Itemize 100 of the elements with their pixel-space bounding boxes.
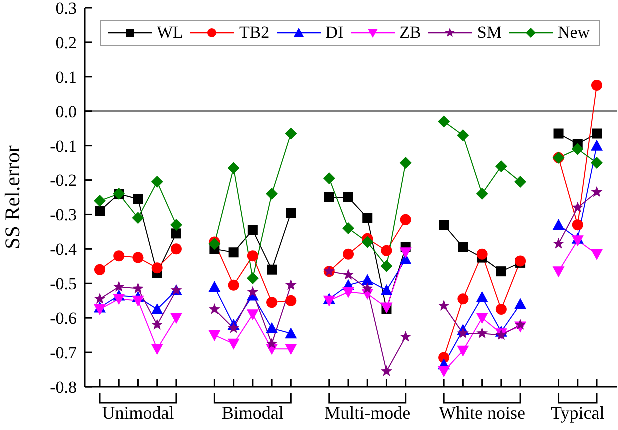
point (208, 303, 220, 314)
point (458, 294, 469, 305)
point (438, 300, 450, 311)
point (151, 176, 164, 188)
point (285, 344, 298, 356)
point (572, 202, 584, 213)
point (457, 129, 470, 142)
legend-label: SM (477, 23, 502, 43)
y-tick-label: -0.3 (50, 206, 77, 225)
point (208, 238, 221, 250)
point (362, 236, 374, 248)
point (94, 194, 106, 207)
legend-label: New (558, 23, 590, 43)
point (381, 365, 392, 376)
point (554, 128, 564, 139)
point (170, 219, 182, 232)
y-tick-label: 0.0 (56, 102, 77, 122)
point (132, 212, 144, 224)
y-tick-label: -0.5 (50, 274, 77, 294)
point (514, 318, 526, 330)
point (343, 248, 354, 260)
point (380, 260, 393, 272)
point (400, 214, 412, 226)
y-tick-label: 0.2 (56, 33, 77, 52)
x-tick-label: Multi-mode (324, 403, 411, 423)
point (246, 272, 259, 284)
y-tick-label: -0.8 (50, 378, 77, 397)
point (591, 140, 603, 151)
point (94, 304, 106, 316)
point (476, 291, 488, 302)
point (591, 249, 603, 260)
point (591, 157, 603, 170)
point (342, 287, 354, 298)
point (362, 213, 373, 224)
point (439, 220, 450, 230)
point (380, 284, 393, 296)
legend-label: ZB (400, 23, 422, 43)
point (228, 338, 240, 350)
point (552, 266, 565, 278)
legend-label: TB2 (239, 23, 270, 43)
point (572, 220, 584, 231)
x-tick-label: Unimodal (102, 403, 174, 423)
point (246, 310, 259, 321)
point (438, 366, 450, 378)
point (266, 322, 278, 334)
point (400, 157, 412, 170)
point (572, 236, 584, 247)
x-tick-label: Typical (551, 403, 605, 423)
point (266, 338, 278, 349)
point (552, 219, 565, 230)
point (400, 248, 412, 259)
point (132, 296, 144, 307)
point (324, 192, 334, 202)
point (458, 242, 468, 252)
point (285, 279, 297, 290)
point (170, 313, 182, 324)
point (248, 225, 258, 236)
point (381, 245, 392, 256)
point (247, 286, 259, 298)
point (95, 206, 105, 216)
point (113, 294, 126, 306)
point (362, 274, 374, 286)
y-axis-title: SS Rel.error (0, 146, 24, 250)
point (228, 248, 239, 258)
point (170, 244, 182, 255)
y-tick-label: 0.3 (56, 0, 77, 18)
point (323, 172, 336, 185)
point (247, 250, 258, 262)
point (228, 322, 240, 334)
point (496, 304, 507, 315)
legend-label: DI (326, 23, 344, 43)
point (228, 162, 240, 174)
x-tick-label: Bimodal (222, 403, 284, 423)
point (208, 330, 221, 342)
point (495, 160, 508, 172)
point (94, 264, 106, 276)
y-tick-label: -0.7 (50, 343, 78, 362)
y-tick-label: -0.2 (50, 171, 77, 190)
point (476, 313, 488, 324)
y-tick-label: -0.4 (50, 240, 78, 260)
point (342, 269, 354, 280)
point (267, 264, 278, 275)
point (457, 346, 470, 357)
point (171, 228, 182, 239)
point (286, 295, 297, 306)
y-tick-label: -0.1 (50, 136, 77, 156)
point (344, 192, 354, 202)
point (266, 188, 278, 200)
point (514, 298, 527, 310)
point (476, 328, 488, 338)
point (285, 128, 298, 140)
point (151, 303, 164, 314)
point (133, 194, 144, 204)
point (113, 281, 125, 292)
point (592, 128, 602, 139)
point (151, 344, 164, 356)
point (496, 266, 506, 277)
point (514, 176, 527, 188)
point (94, 293, 106, 304)
legend-label: WL (157, 23, 184, 43)
